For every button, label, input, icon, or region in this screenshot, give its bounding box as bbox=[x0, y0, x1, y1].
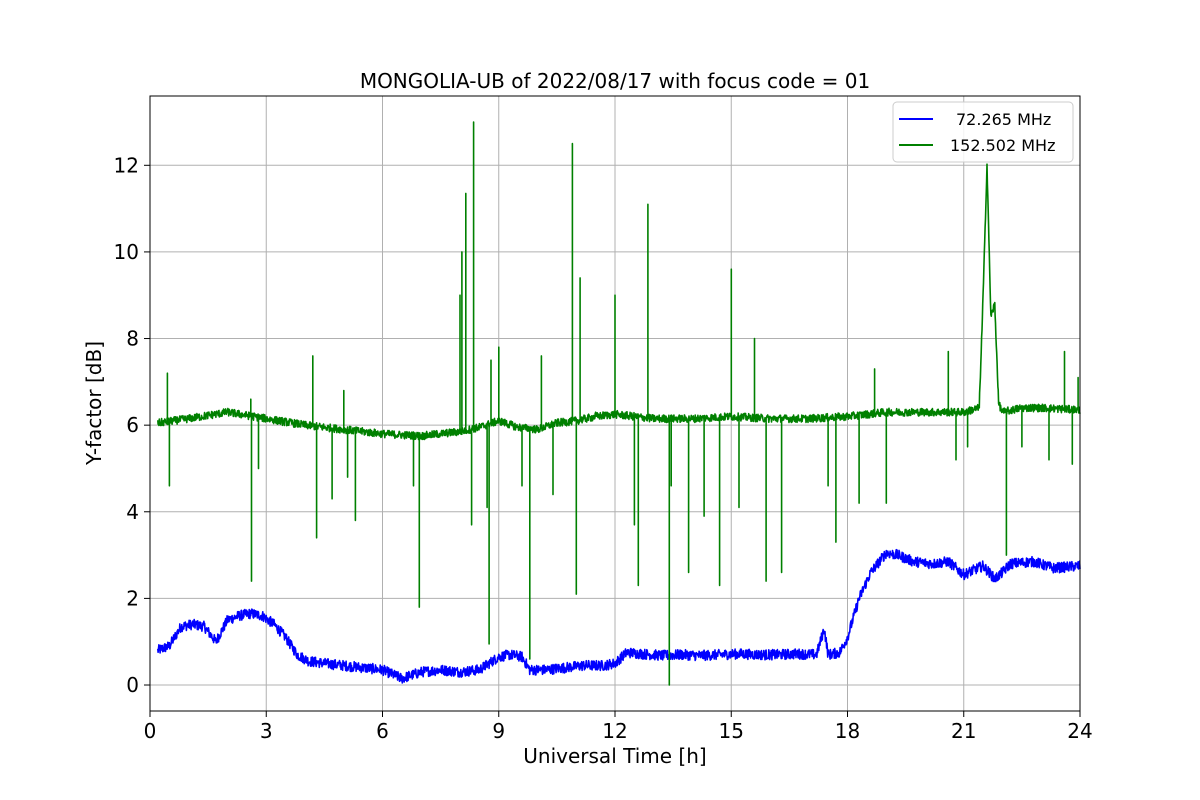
legend-box bbox=[892, 101, 1074, 163]
y-tick-label: 12 bbox=[114, 153, 139, 177]
x-tick-label: 24 bbox=[1067, 719, 1092, 743]
x-tick-label: 21 bbox=[951, 719, 976, 743]
y-tick-label: 0 bbox=[126, 673, 139, 697]
x-tick-label: 3 bbox=[260, 719, 273, 743]
plot-lines bbox=[157, 121, 1081, 686]
x-tick-label: 6 bbox=[376, 719, 389, 743]
x-tick-label: 18 bbox=[835, 719, 860, 743]
y-tick-label: 10 bbox=[114, 240, 139, 264]
legend-label-72mhz: 72.265 MHz bbox=[956, 110, 1051, 129]
y-tick-label: 6 bbox=[126, 413, 139, 437]
x-tick-label: 12 bbox=[602, 719, 627, 743]
x-tick-label: 9 bbox=[492, 719, 505, 743]
y-tick-label: 8 bbox=[126, 327, 139, 351]
legend-label-152mhz: 152.502 MHz bbox=[950, 136, 1055, 155]
y-axis-label: Y-factor [dB] bbox=[82, 341, 106, 466]
y-tick-label: 2 bbox=[126, 586, 139, 610]
x-tick-label: 15 bbox=[719, 719, 744, 743]
y-tick-label: 4 bbox=[126, 500, 139, 524]
chart-title: MONGOLIA-UB of 2022/08/17 with focus cod… bbox=[360, 69, 870, 93]
legend: 72.265 MHz 152.502 MHz bbox=[892, 101, 1074, 163]
series-line-152mhz bbox=[157, 121, 1081, 686]
x-axis-label: Universal Time [h] bbox=[523, 744, 706, 768]
x-tick-label: 0 bbox=[144, 719, 157, 743]
series-line-72mhz bbox=[157, 548, 1081, 684]
